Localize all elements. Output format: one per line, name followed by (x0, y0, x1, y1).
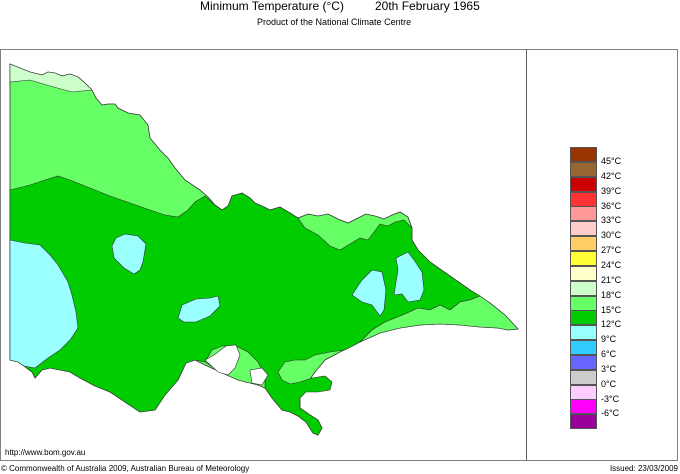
legend-swatch (570, 250, 597, 266)
legend-swatch (570, 384, 597, 400)
legend-swatch (570, 354, 597, 370)
port-phillip-bay (204, 344, 241, 376)
zone-18c-southeast (359, 295, 519, 343)
legend-label: 33°C (601, 215, 622, 226)
legend-swatch (570, 325, 597, 341)
zone-12c-lake-d (393, 251, 425, 303)
zone-12c-lake-c (351, 269, 387, 317)
legend-label: 9°C (601, 334, 617, 345)
legend-swatch (570, 369, 597, 385)
legend-swatch (570, 236, 597, 252)
legend-label: 18°C (601, 289, 622, 300)
zone-pale-north (9, 63, 93, 93)
legend-swatch (570, 191, 597, 207)
legend-label: 6°C (601, 349, 617, 360)
legend-label: 45°C (601, 156, 622, 166)
legend-swatch (570, 414, 597, 430)
legend-label: 3°C (601, 363, 617, 374)
legend-label: 30°C (601, 230, 622, 241)
legend-label: 15°C (601, 304, 622, 315)
legend-swatch (570, 147, 597, 162)
legend-swatch (570, 221, 597, 237)
map-subtitle: Product of the National Climate Centre (257, 17, 412, 27)
legend-swatch (570, 161, 597, 177)
legend-label: 27°C (601, 245, 622, 256)
issued-date: Issued: 23/03/2009 (609, 464, 678, 473)
legend-label: 24°C (601, 259, 622, 270)
legend-label: 12°C (601, 319, 622, 330)
map-title: Minimum Temperature (°C) (200, 0, 344, 13)
legend-swatch (570, 265, 597, 281)
legend-swatch (570, 176, 597, 192)
legend-swatch (570, 399, 597, 415)
legend-swatch (570, 310, 597, 326)
map-frame (0, 49, 678, 461)
zone-15c (9, 175, 481, 436)
map-date: 20th February 1965 (375, 0, 480, 13)
legend-label: 21°C (601, 274, 622, 285)
zone-12c-lake-b (177, 295, 221, 323)
legend-swatch (570, 206, 597, 222)
legend-label: 0°C (601, 378, 617, 389)
legend-swatch (570, 280, 597, 296)
temperature-map (9, 63, 519, 436)
western-port-bay (249, 367, 269, 386)
legend-swatch (570, 295, 597, 311)
zone-12c-west (9, 239, 79, 369)
copyright-text: © Commonwealth of Australia 2009, Austra… (1, 464, 250, 473)
legend-label: 36°C (601, 200, 622, 211)
legend-label: 42°C (601, 170, 622, 181)
legend-label: -3°C (601, 393, 620, 404)
title-bar: Minimum Temperature (°C) 20th February 1… (0, 0, 680, 27)
legend-swatch (570, 340, 597, 356)
legend-divider (526, 49, 527, 461)
source-url: http://www.bom.gov.au (5, 448, 86, 457)
zone-12c-lake-a (111, 233, 147, 275)
legend-label: 39°C (601, 185, 622, 196)
legend-label: -6°C (601, 408, 620, 419)
